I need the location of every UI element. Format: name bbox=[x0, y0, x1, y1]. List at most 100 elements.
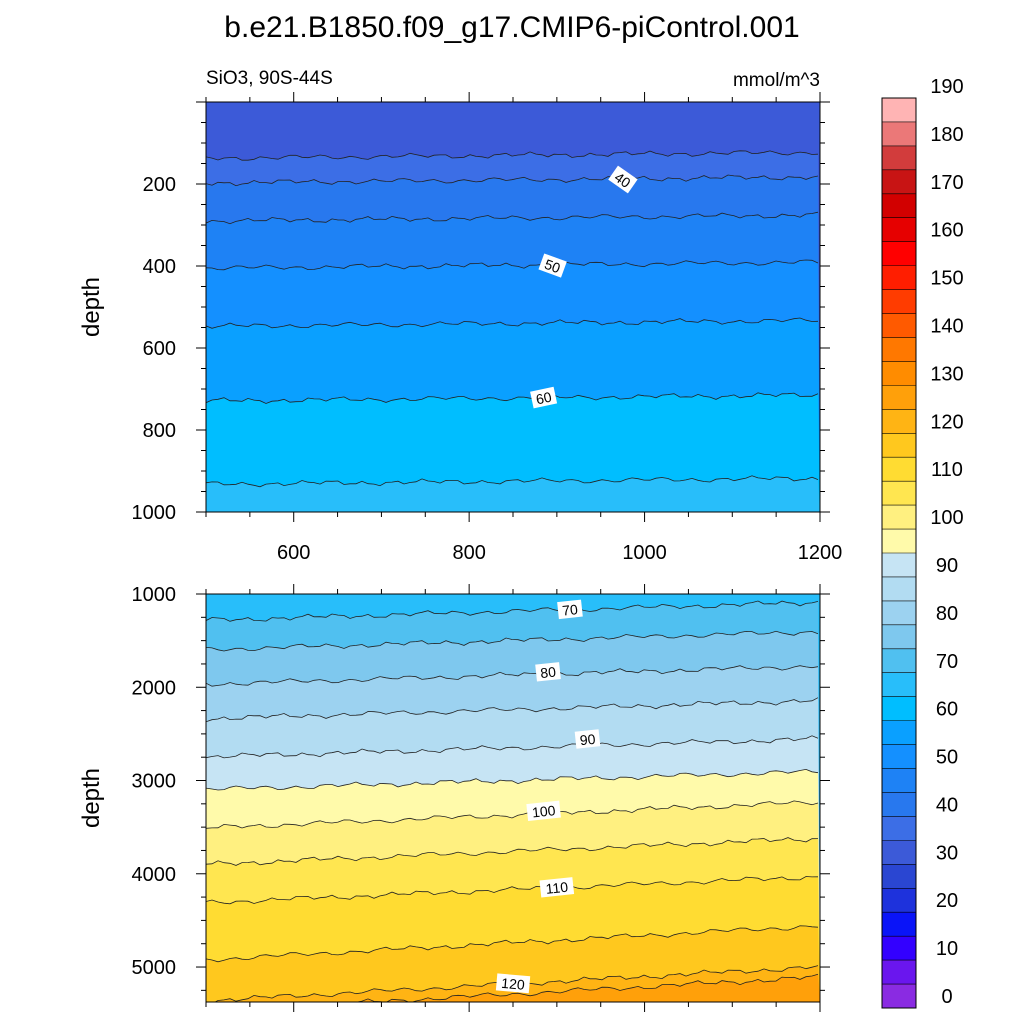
y-tick-label: 4000 bbox=[132, 864, 177, 886]
colorbar-swatch bbox=[882, 505, 916, 530]
contour-band bbox=[206, 974, 820, 1002]
y-tick-label: 3000 bbox=[132, 771, 177, 793]
colorbar-label: 0 bbox=[941, 986, 952, 1008]
y-tick-label: 200 bbox=[143, 174, 176, 196]
contour-line bbox=[206, 925, 819, 963]
colorbar-label: 150 bbox=[930, 268, 963, 290]
x-tick-label: 600 bbox=[277, 542, 310, 564]
x-tick-label: 800 bbox=[452, 542, 485, 564]
contour-line bbox=[206, 475, 819, 488]
colorbar-label: 110 bbox=[931, 459, 963, 481]
colorbar-label: 10 bbox=[936, 938, 958, 960]
contour-line bbox=[206, 697, 819, 723]
svg-text:100: 100 bbox=[531, 802, 556, 820]
colorbar-label: 140 bbox=[930, 316, 963, 338]
colorbar-swatch bbox=[882, 433, 916, 458]
colorbar-label: 70 bbox=[936, 651, 958, 673]
colorbar-label: 190 bbox=[930, 76, 963, 98]
y-tick-label: 1000 bbox=[132, 584, 177, 606]
contour-line bbox=[206, 392, 819, 404]
y-tick-label: 800 bbox=[143, 420, 176, 442]
colorbar-swatch bbox=[882, 648, 916, 673]
colorbar-swatch bbox=[882, 984, 916, 1009]
colorbar-swatch bbox=[882, 840, 916, 865]
colorbar-swatch bbox=[882, 600, 916, 626]
colorbar-label: 160 bbox=[930, 220, 963, 242]
colorbar-label: 40 bbox=[936, 794, 958, 816]
svg-text:120: 120 bbox=[501, 975, 526, 993]
contour-label: 90 bbox=[574, 729, 601, 749]
contour-line bbox=[342, 973, 819, 1002]
colorbar-label: 50 bbox=[936, 747, 958, 769]
contour-line bbox=[206, 600, 819, 622]
contour-label: 100 bbox=[526, 800, 561, 821]
y-tick-label: 5000 bbox=[132, 957, 177, 979]
colorbar-swatch bbox=[882, 576, 916, 602]
contour-line bbox=[206, 317, 819, 329]
colorbar-swatch bbox=[882, 241, 916, 266]
colorbar-swatch bbox=[882, 720, 916, 745]
colorbar-label: 20 bbox=[936, 890, 958, 912]
upper-depth-panel: 40 50 60 600 800 1000 1200 200 400 600 800 1000 dept… bbox=[78, 92, 842, 564]
contour-line bbox=[206, 768, 819, 791]
y-tick-label: 1000 bbox=[132, 502, 177, 524]
svg-text:50: 50 bbox=[542, 256, 562, 276]
svg-text:60: 60 bbox=[534, 389, 553, 408]
colorbar-swatch bbox=[882, 553, 916, 578]
colorbar-swatch bbox=[882, 121, 916, 147]
figure-title: b.e21.B1850.f09_g17.CMIP6-piControl.001 bbox=[224, 11, 799, 44]
contour-line bbox=[206, 211, 819, 225]
contour-label: 70 bbox=[557, 599, 583, 620]
contour-line bbox=[206, 150, 819, 161]
colorbar-label: 90 bbox=[936, 555, 958, 577]
colorbar-swatch bbox=[882, 816, 916, 841]
y-tick-label: 2000 bbox=[132, 677, 177, 699]
colorbar-frame bbox=[881, 97, 917, 1009]
colorbar-swatch bbox=[882, 98, 916, 123]
contour-line bbox=[206, 665, 819, 687]
colorbar-swatch bbox=[882, 864, 916, 889]
colorbar-swatch bbox=[882, 912, 916, 937]
colorbar-label: 180 bbox=[930, 124, 963, 146]
colorbar-label: 80 bbox=[936, 603, 958, 625]
colorbar-swatch bbox=[882, 696, 916, 721]
contour-label: 40 bbox=[608, 165, 638, 194]
contour-label: 120 bbox=[495, 973, 531, 994]
contour-band bbox=[206, 475, 820, 512]
contour-line bbox=[206, 630, 819, 652]
colorbar-swatch bbox=[882, 361, 916, 386]
colorbar-swatch bbox=[882, 529, 916, 554]
colorbar-swatch bbox=[882, 385, 916, 410]
colorbar-swatch bbox=[882, 193, 916, 218]
colorbar-label: 120 bbox=[930, 411, 963, 433]
colorbar-swatch bbox=[882, 624, 916, 649]
contour-label: 60 bbox=[530, 386, 558, 409]
x-tick-label: 1200 bbox=[798, 542, 843, 564]
colorbar-label: 170 bbox=[930, 172, 963, 194]
y-axis-label: depth bbox=[78, 277, 105, 337]
colorbar-label: 100 bbox=[930, 507, 963, 529]
contour-line bbox=[206, 259, 819, 271]
colorbar-swatch bbox=[882, 960, 916, 985]
y-tick-label: 400 bbox=[143, 256, 176, 278]
contour-line bbox=[206, 174, 819, 187]
colorbar-swatch bbox=[882, 672, 916, 697]
colorbar-swatch bbox=[882, 792, 916, 817]
svg-text:90: 90 bbox=[579, 731, 596, 749]
colorbar-swatch bbox=[882, 265, 916, 290]
colorbar-swatch bbox=[882, 145, 916, 171]
x-tick-label: 1000 bbox=[622, 542, 667, 564]
colorbar-swatch bbox=[882, 457, 916, 482]
colorbar-swatch bbox=[882, 313, 916, 338]
svg-text:110: 110 bbox=[545, 879, 569, 897]
units-label: mmol/m^3 bbox=[733, 70, 820, 91]
contour-line bbox=[206, 876, 819, 905]
colorbar-swatch bbox=[882, 936, 916, 961]
colorbar-swatch bbox=[882, 289, 916, 314]
y-tick-label: 600 bbox=[143, 338, 176, 360]
colorbar-swatch bbox=[882, 888, 916, 913]
colorbar-swatch bbox=[882, 481, 916, 506]
svg-text:70: 70 bbox=[561, 601, 578, 619]
colorbar-swatch bbox=[882, 409, 916, 434]
